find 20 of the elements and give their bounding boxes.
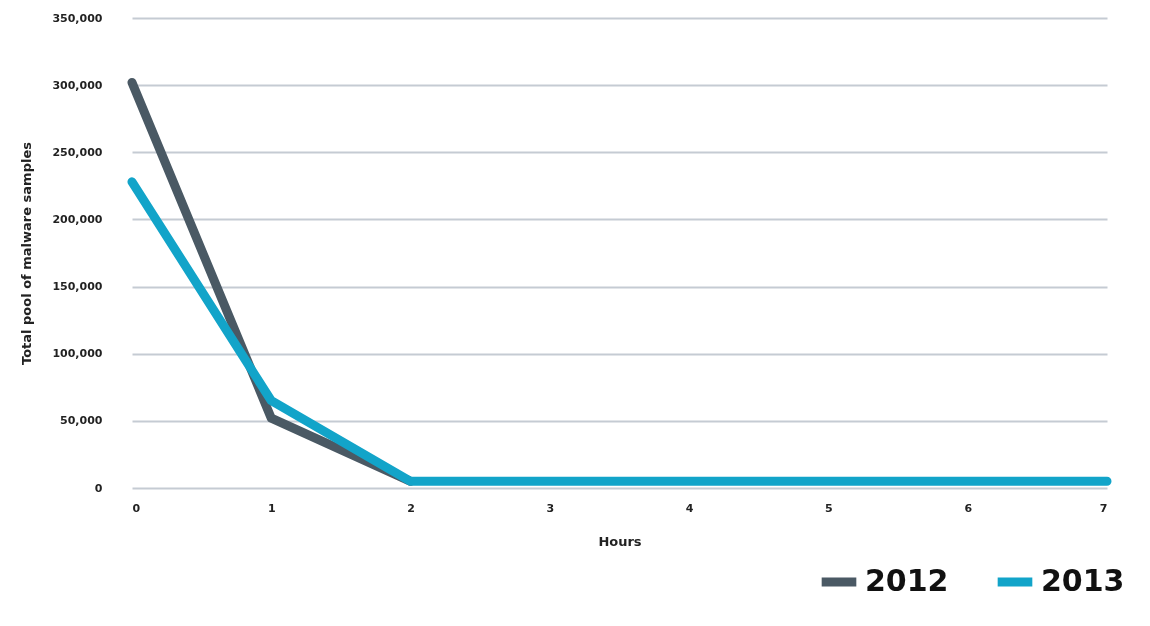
y-axis-title: Total pool of malware samples — [19, 141, 35, 365]
y-tick-label: 250,000 — [52, 145, 103, 159]
x-axis-title: Hours — [598, 533, 642, 549]
y-tick-label: 0 — [94, 481, 103, 495]
legend-label: 2012 — [865, 563, 949, 598]
y-tick-label: 100,000 — [52, 347, 103, 361]
x-tick-label: 2 — [407, 501, 415, 515]
y-tick-label: 300,000 — [52, 78, 103, 92]
x-tick-label: 0 — [132, 501, 141, 515]
x-tick-label: 6 — [964, 501, 973, 515]
x-tick-label: 7 — [1099, 501, 1108, 515]
y-tick-label: 200,000 — [52, 212, 103, 226]
y-tick-label: 50,000 — [60, 414, 103, 428]
x-tick-label: 3 — [546, 501, 555, 515]
x-tick-label: 1 — [267, 501, 276, 515]
legend-label: 2013 — [1041, 563, 1125, 598]
x-tick-label: 4 — [685, 501, 694, 515]
x-tick-label: 5 — [825, 501, 833, 515]
y-tick-label: 350,000 — [52, 11, 103, 25]
y-tick-label: 150,000 — [52, 280, 103, 294]
